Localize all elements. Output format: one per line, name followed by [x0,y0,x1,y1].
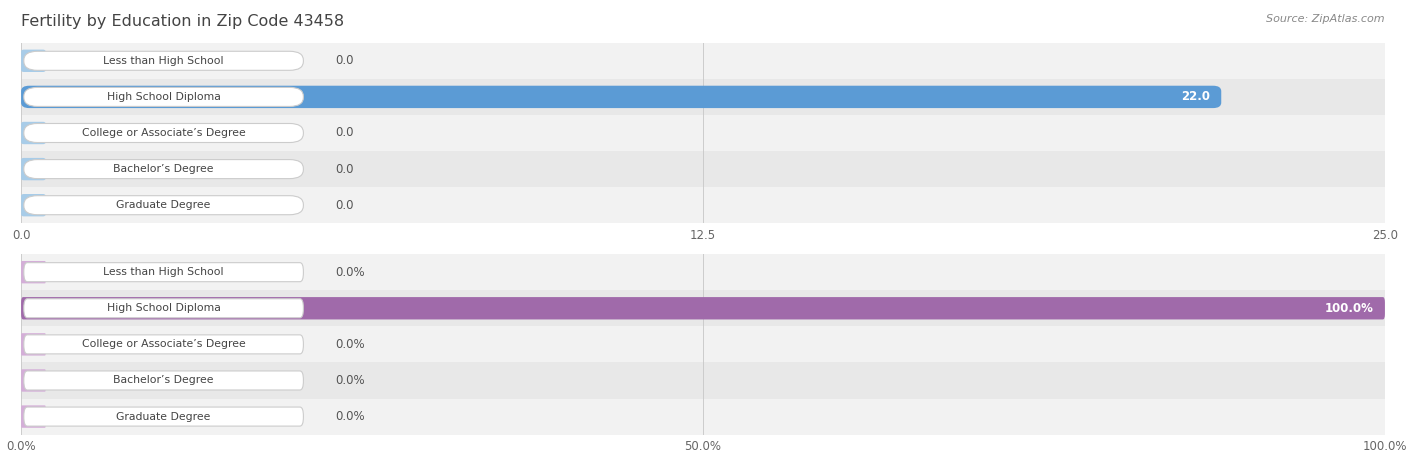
Text: Less than High School: Less than High School [104,267,224,277]
FancyBboxPatch shape [21,362,1385,399]
FancyBboxPatch shape [24,335,304,354]
FancyBboxPatch shape [21,86,1222,108]
FancyBboxPatch shape [21,151,1385,187]
Text: College or Associate’s Degree: College or Associate’s Degree [82,128,246,138]
Text: Less than High School: Less than High School [104,56,224,66]
FancyBboxPatch shape [24,371,304,390]
FancyBboxPatch shape [21,326,1385,362]
Text: Bachelor’s Degree: Bachelor’s Degree [114,375,214,386]
Text: Graduate Degree: Graduate Degree [117,200,211,210]
Text: 0.0: 0.0 [335,162,353,176]
Text: 0.0: 0.0 [335,126,353,140]
Text: 22.0: 22.0 [1181,90,1211,104]
Text: 0.0%: 0.0% [335,266,364,279]
Text: Fertility by Education in Zip Code 43458: Fertility by Education in Zip Code 43458 [21,14,344,29]
FancyBboxPatch shape [21,261,45,284]
FancyBboxPatch shape [24,51,304,70]
FancyBboxPatch shape [24,196,304,215]
Text: Bachelor’s Degree: Bachelor’s Degree [114,164,214,174]
FancyBboxPatch shape [24,299,304,318]
FancyBboxPatch shape [24,263,304,282]
Text: 0.0: 0.0 [335,199,353,212]
FancyBboxPatch shape [24,124,304,142]
Text: 0.0%: 0.0% [335,410,364,423]
FancyBboxPatch shape [21,115,1385,151]
FancyBboxPatch shape [21,405,45,428]
Text: 0.0%: 0.0% [335,338,364,351]
Text: Source: ZipAtlas.com: Source: ZipAtlas.com [1267,14,1385,24]
Text: College or Associate’s Degree: College or Associate’s Degree [82,339,246,350]
Text: High School Diploma: High School Diploma [107,92,221,102]
FancyBboxPatch shape [21,297,1385,320]
Text: High School Diploma: High School Diploma [107,303,221,314]
FancyBboxPatch shape [21,194,45,217]
Text: Graduate Degree: Graduate Degree [117,411,211,422]
Text: 0.0: 0.0 [335,54,353,67]
FancyBboxPatch shape [21,158,45,180]
FancyBboxPatch shape [21,49,45,72]
FancyBboxPatch shape [21,43,1385,79]
FancyBboxPatch shape [21,254,1385,290]
Text: 0.0%: 0.0% [335,374,364,387]
FancyBboxPatch shape [21,369,45,392]
FancyBboxPatch shape [21,122,45,144]
FancyBboxPatch shape [21,187,1385,223]
FancyBboxPatch shape [21,333,45,356]
FancyBboxPatch shape [21,79,1385,115]
FancyBboxPatch shape [24,407,304,426]
FancyBboxPatch shape [21,399,1385,435]
FancyBboxPatch shape [24,87,304,106]
Text: 100.0%: 100.0% [1324,302,1374,315]
FancyBboxPatch shape [21,290,1385,326]
FancyBboxPatch shape [24,160,304,179]
